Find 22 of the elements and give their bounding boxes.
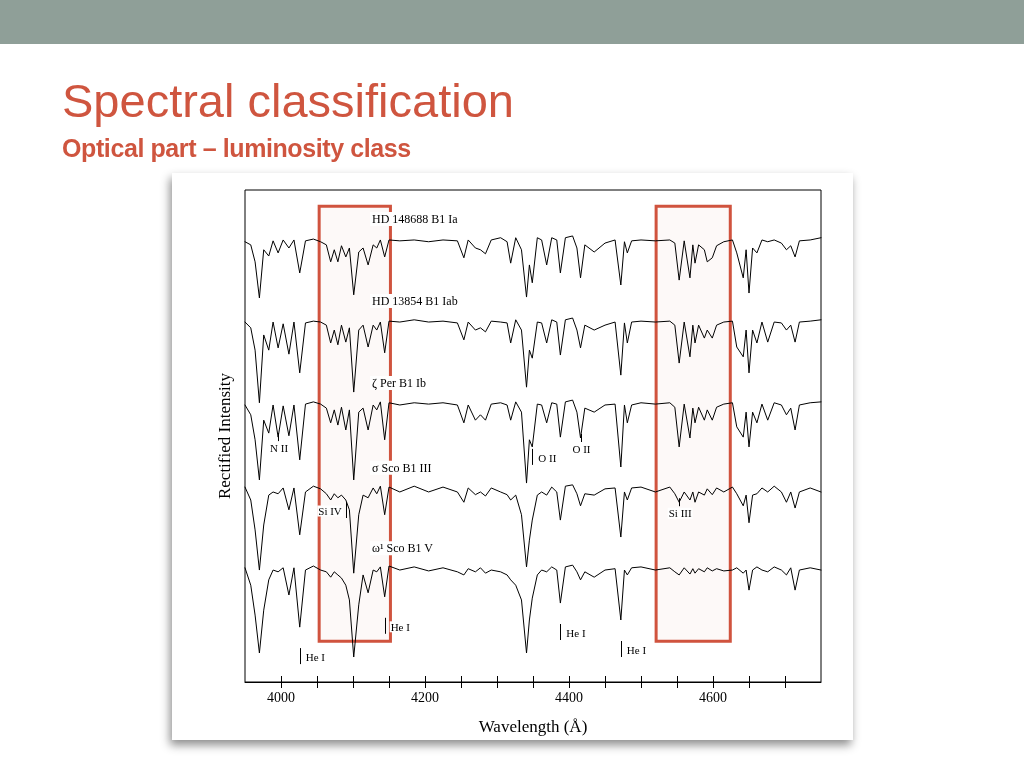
x-tick-label: 4400 [555, 689, 583, 705]
series-label: HD 13854 B1 Iab [371, 294, 458, 309]
x-tick-label: 4000 [267, 689, 295, 705]
series-label: HD 148688 B1 Ia [371, 211, 459, 226]
series-label: σ Sco B1 III [371, 460, 432, 475]
chart-subtitle: Optical part – luminosity class [62, 134, 411, 162]
chart-title: Spectral classification [62, 74, 514, 127]
annotation: He I [305, 651, 326, 664]
annotation: He I [390, 620, 411, 633]
annotation: He I [626, 644, 647, 656]
annotation: Si III [668, 507, 692, 520]
annotation: Si IV [318, 505, 342, 518]
series-label: ζ Per B1 Ib [371, 376, 426, 391]
annotation: O II [572, 443, 591, 456]
x-tick-label: 4600 [699, 689, 727, 705]
annotation: O II [538, 451, 557, 464]
annotation: N II [270, 442, 289, 455]
x-tick-label: 4200 [411, 689, 439, 705]
y-axis-title: Rectified Intensity [215, 372, 234, 500]
annotation: He I [566, 627, 586, 640]
x-axis-title: Wavelength (Å) [478, 717, 588, 736]
series-label: ω¹ Sco B1 V [371, 541, 434, 556]
